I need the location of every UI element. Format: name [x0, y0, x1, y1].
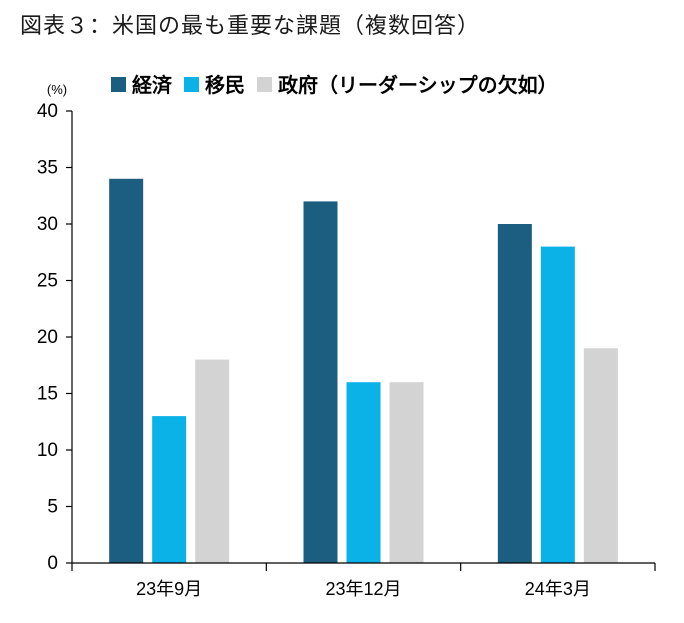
legend-swatch — [257, 77, 272, 92]
y-tick-label: 40 — [37, 101, 58, 122]
x-tick-label: 23年9月 — [136, 579, 202, 599]
bar — [346, 382, 381, 563]
legend-item: 経済 — [111, 73, 173, 97]
figure-title: 図表３：米国の最も重要な課題（複数回答） — [20, 14, 481, 39]
y-tick-label: 15 — [37, 384, 58, 405]
legend-label: 政府（リーダーシップの欠如） — [278, 73, 558, 97]
legend-item: 政府（リーダーシップの欠如） — [257, 73, 558, 97]
y-tick-label: 35 — [37, 158, 58, 179]
bar — [540, 246, 575, 563]
y-tick-label: 5 — [47, 497, 58, 518]
x-tick-label: 23年12月 — [325, 579, 401, 599]
x-axis: 23年9月 23年12月 24年3月 — [71, 562, 656, 599]
bar — [195, 359, 230, 563]
legend: 経済 移民 政府（リーダーシップの欠如） — [111, 73, 558, 97]
legend-swatch — [184, 77, 199, 92]
bar — [303, 201, 338, 563]
y-axis-unit-label: (%) — [47, 82, 67, 97]
legend-swatch — [111, 77, 126, 92]
y-axis: 0 5 10 15 20 25 30 35 40 (%) — [37, 82, 73, 574]
legend-label: 移民 — [205, 73, 245, 97]
legend-label: 経済 — [132, 73, 173, 97]
bar — [389, 382, 424, 563]
bar — [583, 348, 618, 563]
bar — [497, 224, 532, 563]
y-tick-label: 25 — [37, 271, 58, 292]
legend-item: 移民 — [184, 73, 245, 97]
x-tick-label: 24年3月 — [525, 579, 591, 599]
y-tick-label: 20 — [37, 327, 58, 348]
bar — [152, 416, 187, 563]
bars — [109, 178, 618, 564]
bar — [109, 178, 144, 564]
y-tick-label: 10 — [37, 440, 58, 461]
y-tick-label: 0 — [47, 553, 58, 574]
y-tick-label: 30 — [37, 214, 58, 235]
